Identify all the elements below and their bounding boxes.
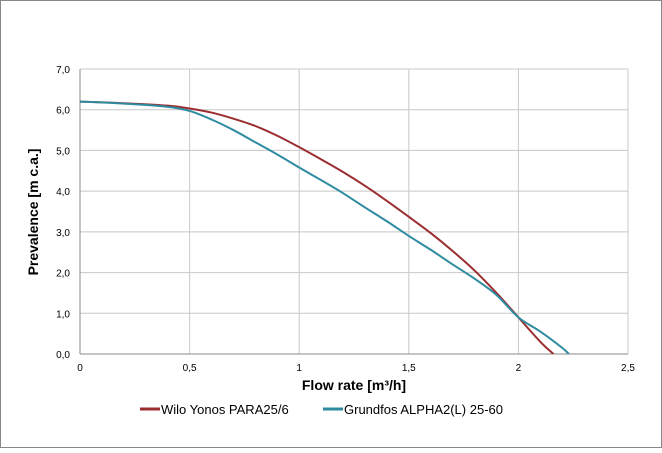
y-tick-label: 7,0 (56, 65, 70, 76)
legend-label-2: Grundfos ALPHA2(L) 25-60 (344, 402, 503, 417)
series-line-2 (80, 100, 570, 354)
x-tick-label: 2,5 (621, 363, 635, 374)
x-axis-title: Flow rate [m³/h] (302, 377, 406, 393)
x-tick-label: 1,5 (402, 363, 416, 374)
x-tick-label: 1 (296, 363, 302, 374)
y-tick-label: 1,0 (56, 309, 70, 320)
x-tick-label: 2 (516, 363, 522, 374)
y-tick-label: 6,0 (56, 106, 70, 117)
y-axis-title: Prevalence [m c.a.] (25, 149, 41, 276)
series-line-1 (80, 100, 555, 354)
tick-labels: 0 0,5 1 1,5 2 2,5 0,0 1,0 2,0 3,0 4,0 5,0 6,0 7,0 (56, 65, 635, 374)
y-tick-label: 3,0 (56, 228, 70, 239)
x-tick-label: 0 (77, 363, 83, 374)
series-group (80, 100, 570, 354)
legend: Wilo Yonos PARA25/6 Grundfos ALPHA2(L) 25… (140, 402, 503, 417)
y-tick-label: 2,0 (56, 269, 70, 280)
y-tick-label: 5,0 (56, 146, 70, 157)
legend-label-1: Wilo Yonos PARA25/6 (161, 402, 289, 417)
y-tick-label: 4,0 (56, 187, 70, 198)
x-tick-label: 0,5 (183, 363, 197, 374)
axes (79, 69, 628, 355)
y-tick-label: 0,0 (56, 350, 70, 361)
